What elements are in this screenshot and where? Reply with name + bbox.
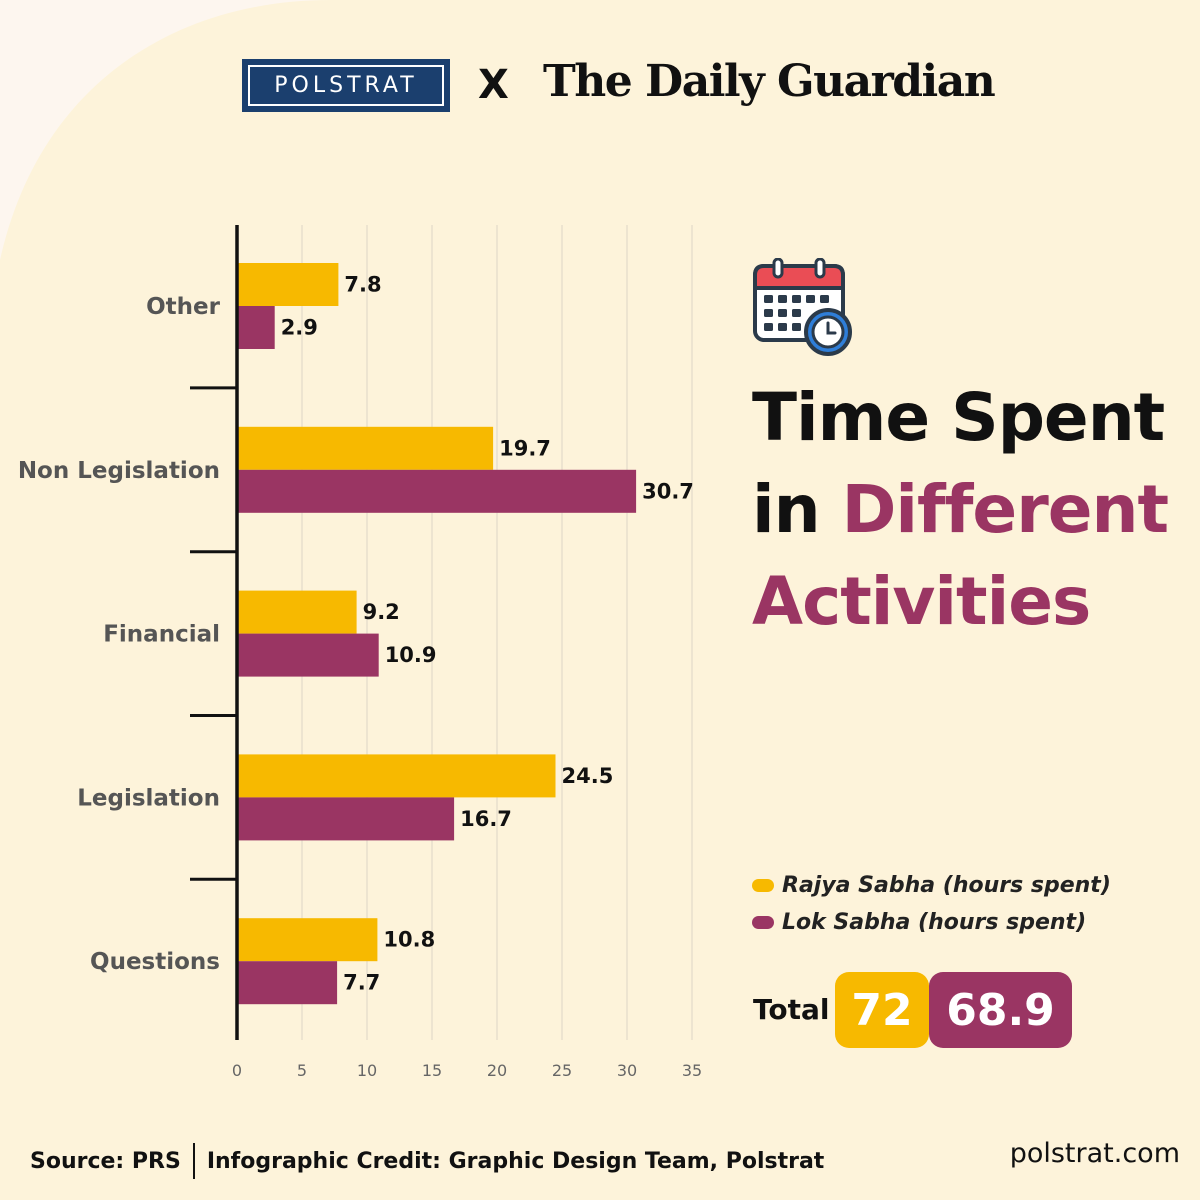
value-label-legislation-rajya-sabha: 24.5 (562, 764, 614, 788)
category-label-legislation: Legislation (77, 785, 220, 811)
legend-item-rajya-sabha: Rajya Sabha (hours spent) (752, 873, 1111, 898)
chart-bars (237, 263, 637, 1005)
daily-guardian-logo: The Daily Guardian (543, 56, 996, 107)
title-line-2: in Different (752, 464, 1169, 556)
bar-financial-lok-sabha (237, 633, 379, 677)
x-tick-label-35: 35 (682, 1061, 702, 1080)
title-line-1: Time Spent (752, 379, 1165, 456)
total-lok-sabha-badge: 68.9 (929, 972, 1072, 1048)
source-text: Source: PRS (30, 1148, 181, 1174)
value-label-questions-lok-sabha: 7.7 (343, 971, 380, 995)
x-tick-label-20: 20 (487, 1061, 507, 1080)
credit-text: Infographic Credit: Graphic Design Team,… (206, 1148, 825, 1174)
chart-labels: 0 5 10 15 20 25 30 35 7.8 2.9 Other 19.7 30.7 Non Leg… (18, 273, 702, 1081)
legend-label-rajya-sabha: Rajya Sabha (hours spent) (782, 873, 1111, 898)
footer-divider (192, 1143, 195, 1179)
chart-axis (190, 225, 239, 1040)
x-tick-label-5: 5 (297, 1061, 307, 1080)
total-rajya-sabha-badge: 72 (835, 972, 929, 1048)
bar-non-legislation-lok-sabha (237, 469, 637, 513)
bar-questions-rajya-sabha (237, 918, 378, 962)
chart-title: Time Spent in Different Activities (752, 372, 1169, 648)
bar-other-rajya-sabha (237, 263, 339, 306)
bar-questions-lok-sabha (237, 961, 338, 1005)
title-line-2-plain: in (752, 471, 821, 548)
bar-financial-rajya-sabha (237, 590, 357, 634)
calendar-clock-icon (753, 258, 852, 356)
bar-other-lok-sabha (237, 306, 275, 349)
value-label-non-legislation-rajya-sabha: 19.7 (499, 436, 551, 460)
polstrat-logo-text: POLSTRAT (248, 65, 444, 106)
x-tick-label-0: 0 (232, 1061, 242, 1080)
collaboration-cross: X (478, 62, 509, 108)
value-label-non-legislation-lok-sabha: 30.7 (642, 479, 694, 503)
value-label-financial-lok-sabha: 10.9 (385, 643, 437, 667)
title-line-3: Activities (752, 563, 1091, 640)
bar-non-legislation-rajya-sabha (237, 426, 494, 470)
x-tick-label-10: 10 (357, 1061, 377, 1080)
value-label-financial-rajya-sabha: 9.2 (363, 600, 400, 624)
x-tick-label-30: 30 (617, 1061, 637, 1080)
footer-credits: Source: PRS Infographic Credit: Graphic … (30, 1143, 824, 1179)
value-label-legislation-lok-sabha: 16.7 (460, 807, 512, 831)
value-label-other-rajya-sabha: 7.8 (344, 273, 381, 297)
category-label-financial: Financial (103, 622, 220, 648)
legend-swatch-lok-sabha (752, 916, 774, 929)
polstrat-logo: POLSTRAT (242, 59, 450, 112)
chart-gridlines (301, 225, 693, 1040)
legend-item-lok-sabha: Lok Sabha (hours spent) (752, 910, 1086, 935)
legend-label-lok-sabha: Lok Sabha (hours spent) (782, 910, 1087, 935)
category-label-non-legislation: Non Legislation (18, 458, 220, 484)
bar-legislation-lok-sabha (237, 797, 455, 841)
title-line-2-accent: Different (841, 471, 1169, 548)
legend-swatch-rajya-sabha (752, 879, 774, 892)
x-tick-label-15: 15 (422, 1061, 442, 1080)
value-label-questions-rajya-sabha: 10.8 (383, 928, 435, 952)
x-tick-label-25: 25 (552, 1061, 572, 1080)
bar-chart: 0 5 10 15 20 25 30 35 7.8 2.9 Other 19.7 30.7 Non Leg… (18, 225, 702, 1081)
value-label-other-lok-sabha: 2.9 (281, 316, 318, 340)
total-label: Total (753, 993, 830, 1026)
category-label-questions: Questions (90, 949, 220, 975)
website-text: polstrat.com (1009, 1138, 1180, 1169)
bar-legislation-rajya-sabha (237, 754, 556, 798)
category-label-other: Other (146, 294, 221, 320)
